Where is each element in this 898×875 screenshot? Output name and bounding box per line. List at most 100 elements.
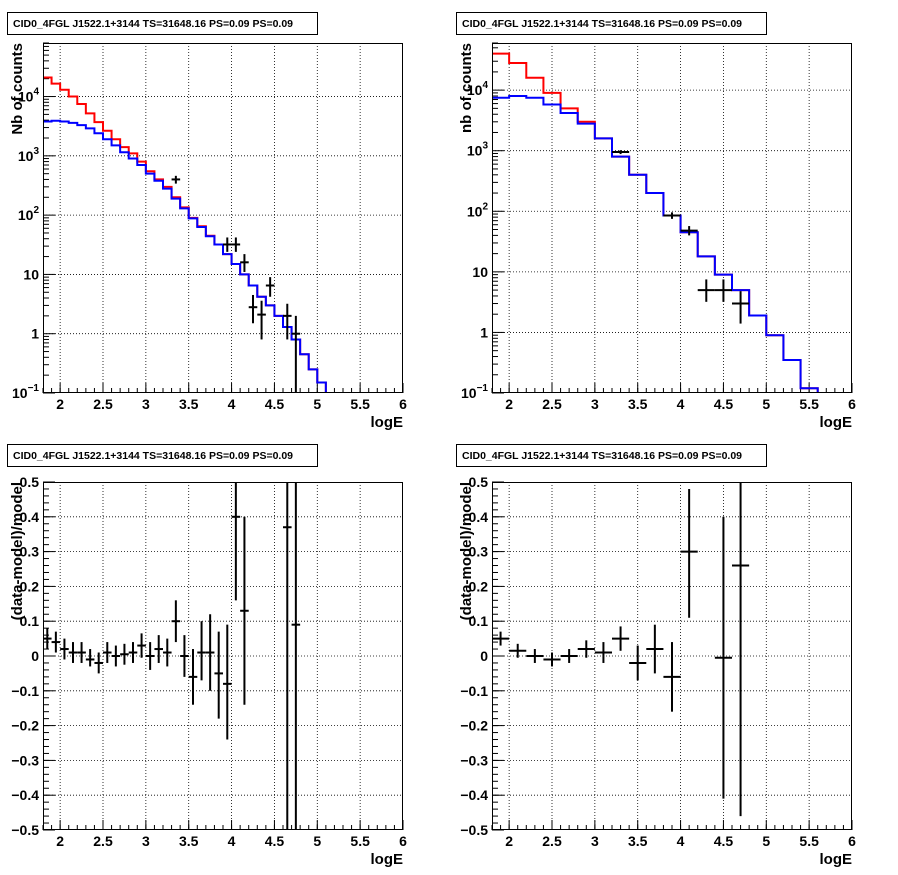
y-axis-label: nb of counts	[458, 43, 475, 133]
residual-point	[154, 635, 163, 663]
y-tick-label: −0.3	[460, 752, 488, 768]
x-tick-label: 5.5	[350, 833, 370, 849]
residual-point	[137, 633, 146, 658]
y-tick-label: 10	[472, 264, 488, 280]
chart-title-box	[456, 444, 767, 467]
residual-point	[509, 643, 527, 658]
residual-point	[214, 631, 223, 719]
residual-point	[714, 516, 732, 799]
x-tick-label: 4.5	[265, 833, 285, 849]
x-tick-label: 4	[677, 833, 685, 849]
x-tick-label: 2	[505, 396, 513, 412]
residual-point	[163, 638, 172, 667]
plot-data	[492, 482, 750, 817]
residual-point	[171, 600, 181, 643]
y-tick-label: 0.3	[20, 544, 40, 560]
residual-point	[145, 642, 155, 670]
residual-point	[560, 649, 578, 663]
panel-2: CID0_4FGL J1522.1+3144 TS=31648.16 PS=0.…	[456, 12, 856, 431]
y-tick-label: 10−1	[12, 383, 39, 401]
data-point	[663, 212, 681, 219]
y-axis-label: (data-model)/model	[458, 482, 475, 620]
residual-point	[43, 628, 52, 650]
x-tick-label: 5	[762, 833, 770, 849]
x-tick-label: 5	[762, 396, 770, 412]
data-point	[714, 279, 732, 302]
y-tick-label: 104	[18, 87, 40, 105]
y-tick-label: 0.4	[469, 509, 489, 525]
y-tick-label: 1	[31, 326, 39, 342]
x-tick-label: 2	[56, 833, 64, 849]
x-tick-label: 5	[313, 396, 321, 412]
y-tick-label: 0.1	[469, 613, 489, 629]
residual-point	[85, 649, 95, 667]
data-point	[240, 254, 249, 272]
y-tick-label: −0.4	[460, 787, 488, 803]
y-tick-label: 0	[480, 648, 488, 664]
x-tick-label: 2	[56, 396, 64, 412]
data-point	[223, 237, 232, 252]
panel-1: CID0_4FGL J1522.1+3144 TS=31648.16 PS=0.…	[7, 12, 407, 431]
data-point	[283, 303, 292, 340]
data-point	[680, 226, 698, 236]
x-tick-label: 6	[399, 396, 407, 412]
y-tick-label: −0.1	[11, 683, 39, 699]
residual-point	[492, 631, 510, 646]
chart-title: CID0_4FGL J1522.1+3144 TS=31648.16 PS=0.…	[462, 450, 742, 462]
y-axis: −0.5 −0.4 −0.3 −0.2 −0.1 0 0.1 0.2 0.3 0.4 0.5	[460, 474, 852, 838]
data-point	[171, 175, 181, 184]
residual-point	[526, 649, 544, 663]
plot-frame	[43, 482, 403, 830]
x-tick-label: 3.5	[179, 396, 199, 412]
plot-frame	[492, 43, 852, 393]
y-axis: 10−1 1 10 102 103 104	[12, 42, 403, 401]
y-tick-label: 0.4	[20, 509, 40, 525]
residual-point	[120, 643, 129, 665]
residual-point	[103, 642, 112, 663]
x-tick-label: 5.5	[799, 833, 819, 849]
x-tick-label: 4.5	[265, 396, 285, 412]
residual-point	[205, 614, 215, 691]
x-tick-label: 4	[677, 396, 685, 412]
y-tick-label: 103	[18, 146, 40, 164]
y-tick-label: −0.3	[11, 752, 39, 768]
y-axis: −0.5 −0.4 −0.3 −0.2 −0.1 0 0.1 0.2 0.3 0.4 0.5	[11, 474, 403, 838]
x-tick-label: 3.5	[628, 833, 648, 849]
chart-title-box	[7, 444, 318, 467]
residual-point	[240, 516, 249, 705]
data-point	[231, 237, 241, 252]
x-axis-label: logE	[820, 851, 853, 868]
chart-title: CID0_4FGL J1522.1+3144 TS=31648.16 PS=0.…	[13, 450, 293, 462]
y-axis-label: Nb of counts	[9, 43, 26, 135]
x-tick-label: 5	[313, 833, 321, 849]
y-tick-label: 102	[18, 205, 40, 223]
plot-frame	[492, 482, 852, 830]
x-tick-label: 6	[399, 833, 407, 849]
x-axis-label: logE	[371, 851, 404, 868]
plot-area	[43, 43, 403, 393]
residual-point	[223, 624, 232, 740]
y-tick-label: 10	[23, 266, 39, 282]
x-tick-label: 2	[505, 833, 513, 849]
y-tick-label: −0.2	[460, 718, 488, 734]
panel-4: CID0_4FGL J1522.1+3144 TS=31648.16 PS=0.…	[456, 444, 856, 868]
y-tick-label: 0.2	[20, 578, 40, 594]
data-point	[697, 279, 715, 302]
x-tick-label: 6	[848, 396, 856, 412]
residual-point	[68, 642, 78, 663]
residual-point	[629, 645, 647, 681]
x-tick-label: 3	[142, 396, 150, 412]
chart-title: CID0_4FGL J1522.1+3144 TS=31648.16 PS=0.…	[13, 18, 293, 30]
x-tick-label: 4	[228, 396, 236, 412]
data-point	[265, 277, 275, 297]
y-tick-label: 0	[31, 648, 39, 664]
residual-point	[197, 621, 206, 681]
x-tick-label: 2.5	[542, 396, 562, 412]
residual-point	[543, 652, 561, 667]
data-point	[732, 291, 750, 324]
y-tick-label: 0.5	[469, 474, 489, 490]
x-axis-label: logE	[371, 414, 404, 431]
y-tick-label: −0.4	[11, 787, 39, 803]
residual-point	[77, 642, 86, 663]
residual-point	[231, 482, 241, 601]
